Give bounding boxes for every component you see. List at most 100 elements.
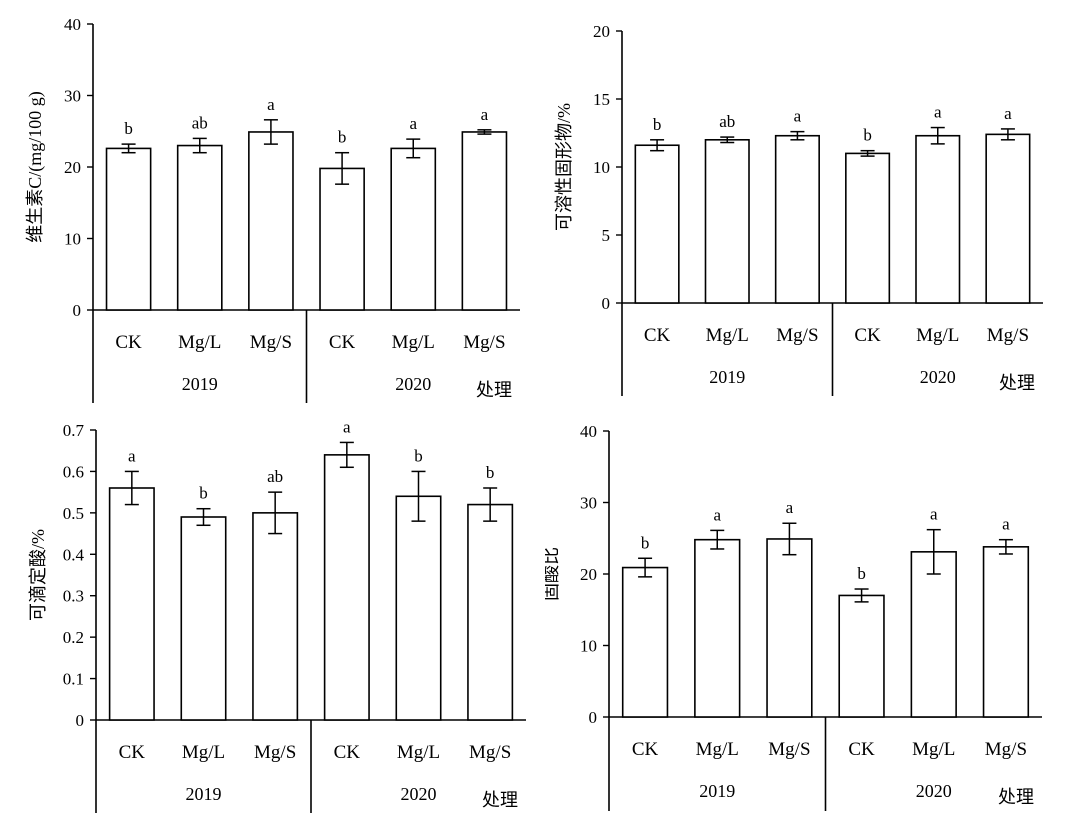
x-category-label: CK — [644, 325, 671, 346]
group-label: 2019 — [699, 781, 735, 801]
error-bar — [339, 441, 354, 469]
y-tick-label: 40 — [580, 422, 597, 441]
x-category-label: Mg/S — [250, 332, 292, 353]
error-bar — [268, 491, 283, 535]
chart-svg: 00.10.20.30.40.50.60.7可滴定酸/%aCKbMg/LabMg… — [28, 417, 526, 813]
error-bar — [650, 139, 665, 152]
error-bar — [196, 507, 211, 527]
y-tick-label: 5 — [602, 226, 611, 245]
significance-label: b — [199, 484, 208, 503]
x-category-label: Mg/L — [912, 739, 955, 760]
y-tick-label: 0.2 — [63, 628, 84, 647]
y-axis-title: 可溶性固形物/% — [554, 103, 574, 231]
error-bar — [998, 538, 1013, 555]
group-label: 2020 — [916, 781, 952, 801]
bar — [985, 133, 1031, 304]
y-tick-label: 0.4 — [63, 545, 85, 564]
bar — [694, 538, 741, 718]
y-tick-label: 0 — [589, 708, 598, 727]
y-tick-label: 20 — [64, 158, 81, 177]
significance-label: b — [857, 564, 866, 583]
chart-panel-1: 0 10 20 30 40 维生素C/(mg/100 g) b CK ab Mg/L a Mg/S b C… — [0, 0, 540, 405]
bar — [982, 546, 1030, 718]
chart-panel-3: 0 0.1 0.2 0.3 0.4 0.5 0.6 0.7 可滴定酸/% a CK b Mg/L ab Mg… — [0, 410, 540, 819]
bar — [105, 147, 152, 311]
significance-label: a — [934, 103, 942, 122]
error-bar — [854, 588, 869, 603]
bar — [248, 131, 294, 311]
chart-svg: 0 10 20 30 40 固酸比 b CK a Mg/L a Mg/S b CK a Mg/L a Mg/S 20… — [541, 422, 1042, 811]
chart-panel-2: 0 5 10 15 20 可溶性固形物/% b CK ab Mg/L a Mg/S b CK a Mg/L a M… — [545, 0, 1085, 405]
x-category-label: Mg/L — [706, 325, 749, 346]
error-bar — [638, 557, 653, 578]
significance-label: a — [343, 417, 351, 436]
error-bar — [263, 119, 278, 145]
y-tick-label: 0.3 — [63, 587, 84, 606]
significance-label: a — [794, 107, 802, 126]
significance-label: a — [481, 105, 489, 124]
bar — [323, 454, 370, 721]
y-tick-label: 40 — [64, 15, 81, 34]
bar — [108, 487, 155, 721]
significance-label: b — [414, 446, 423, 465]
x-category-label: Mg/L — [696, 739, 739, 760]
significance-label: a — [128, 446, 136, 465]
x-axis-title: 处理 — [999, 373, 1035, 393]
x-category-label: CK — [329, 332, 356, 353]
significance-label: ab — [267, 467, 283, 486]
significance-label: a — [786, 498, 794, 517]
group-label: 2019 — [709, 367, 745, 387]
bar — [390, 147, 437, 311]
y-axis-title: 固酸比 — [545, 547, 561, 601]
bar — [915, 134, 961, 304]
x-category-label: Mg/S — [463, 332, 505, 353]
y-tick-label: 30 — [580, 494, 597, 513]
group-label: 2020 — [401, 784, 437, 804]
y-axis-title: 可滴定酸/% — [28, 529, 48, 621]
significance-label: a — [409, 114, 417, 133]
significance-label: b — [641, 533, 650, 552]
bar — [180, 516, 227, 721]
significance-label: b — [124, 119, 133, 138]
y-tick-label: 0 — [76, 711, 85, 730]
significance-label: a — [930, 505, 938, 524]
group-label: 2019 — [186, 784, 222, 804]
x-category-label: CK — [848, 739, 875, 760]
x-category-label: Mg/S — [469, 742, 511, 763]
y-tick-label: 20 — [580, 565, 597, 584]
y-axis-title: 维生素C/(mg/100 g) — [25, 91, 46, 243]
bar — [461, 131, 508, 311]
significance-label: ab — [192, 113, 208, 132]
significance-label: b — [653, 115, 662, 134]
x-category-label: CK — [854, 325, 881, 346]
chart-panel-4: 0 10 20 30 40 固酸比 b CK a Mg/L a Mg/S b CK a Mg/L a Mg/S 20… — [541, 410, 1085, 819]
significance-label: a — [1002, 515, 1010, 534]
bar — [176, 144, 223, 311]
x-axis-title: 处理 — [482, 790, 518, 810]
x-category-label: CK — [334, 742, 361, 763]
error-bar — [477, 129, 492, 135]
error-bar — [406, 138, 421, 159]
error-bar — [124, 470, 139, 506]
y-tick-label: 0.5 — [63, 504, 84, 523]
significance-label: b — [486, 463, 495, 482]
x-category-label: Mg/S — [987, 325, 1029, 346]
error-bar — [483, 487, 498, 522]
error-bar — [720, 136, 735, 144]
error-bar — [1000, 128, 1015, 141]
y-tick-label: 20 — [593, 22, 610, 41]
bar — [774, 134, 820, 304]
bar — [621, 566, 669, 718]
error-bar — [790, 130, 805, 141]
bar — [766, 538, 813, 718]
y-tick-label: 0.6 — [63, 462, 84, 481]
y-tick-label: 0 — [73, 301, 82, 320]
error-bar — [411, 470, 426, 522]
bar — [838, 594, 885, 718]
x-category-label: Mg/S — [985, 739, 1027, 760]
bar — [845, 152, 891, 304]
x-category-label: Mg/S — [776, 325, 818, 346]
error-bar — [710, 529, 725, 550]
significance-label: ab — [719, 112, 735, 131]
